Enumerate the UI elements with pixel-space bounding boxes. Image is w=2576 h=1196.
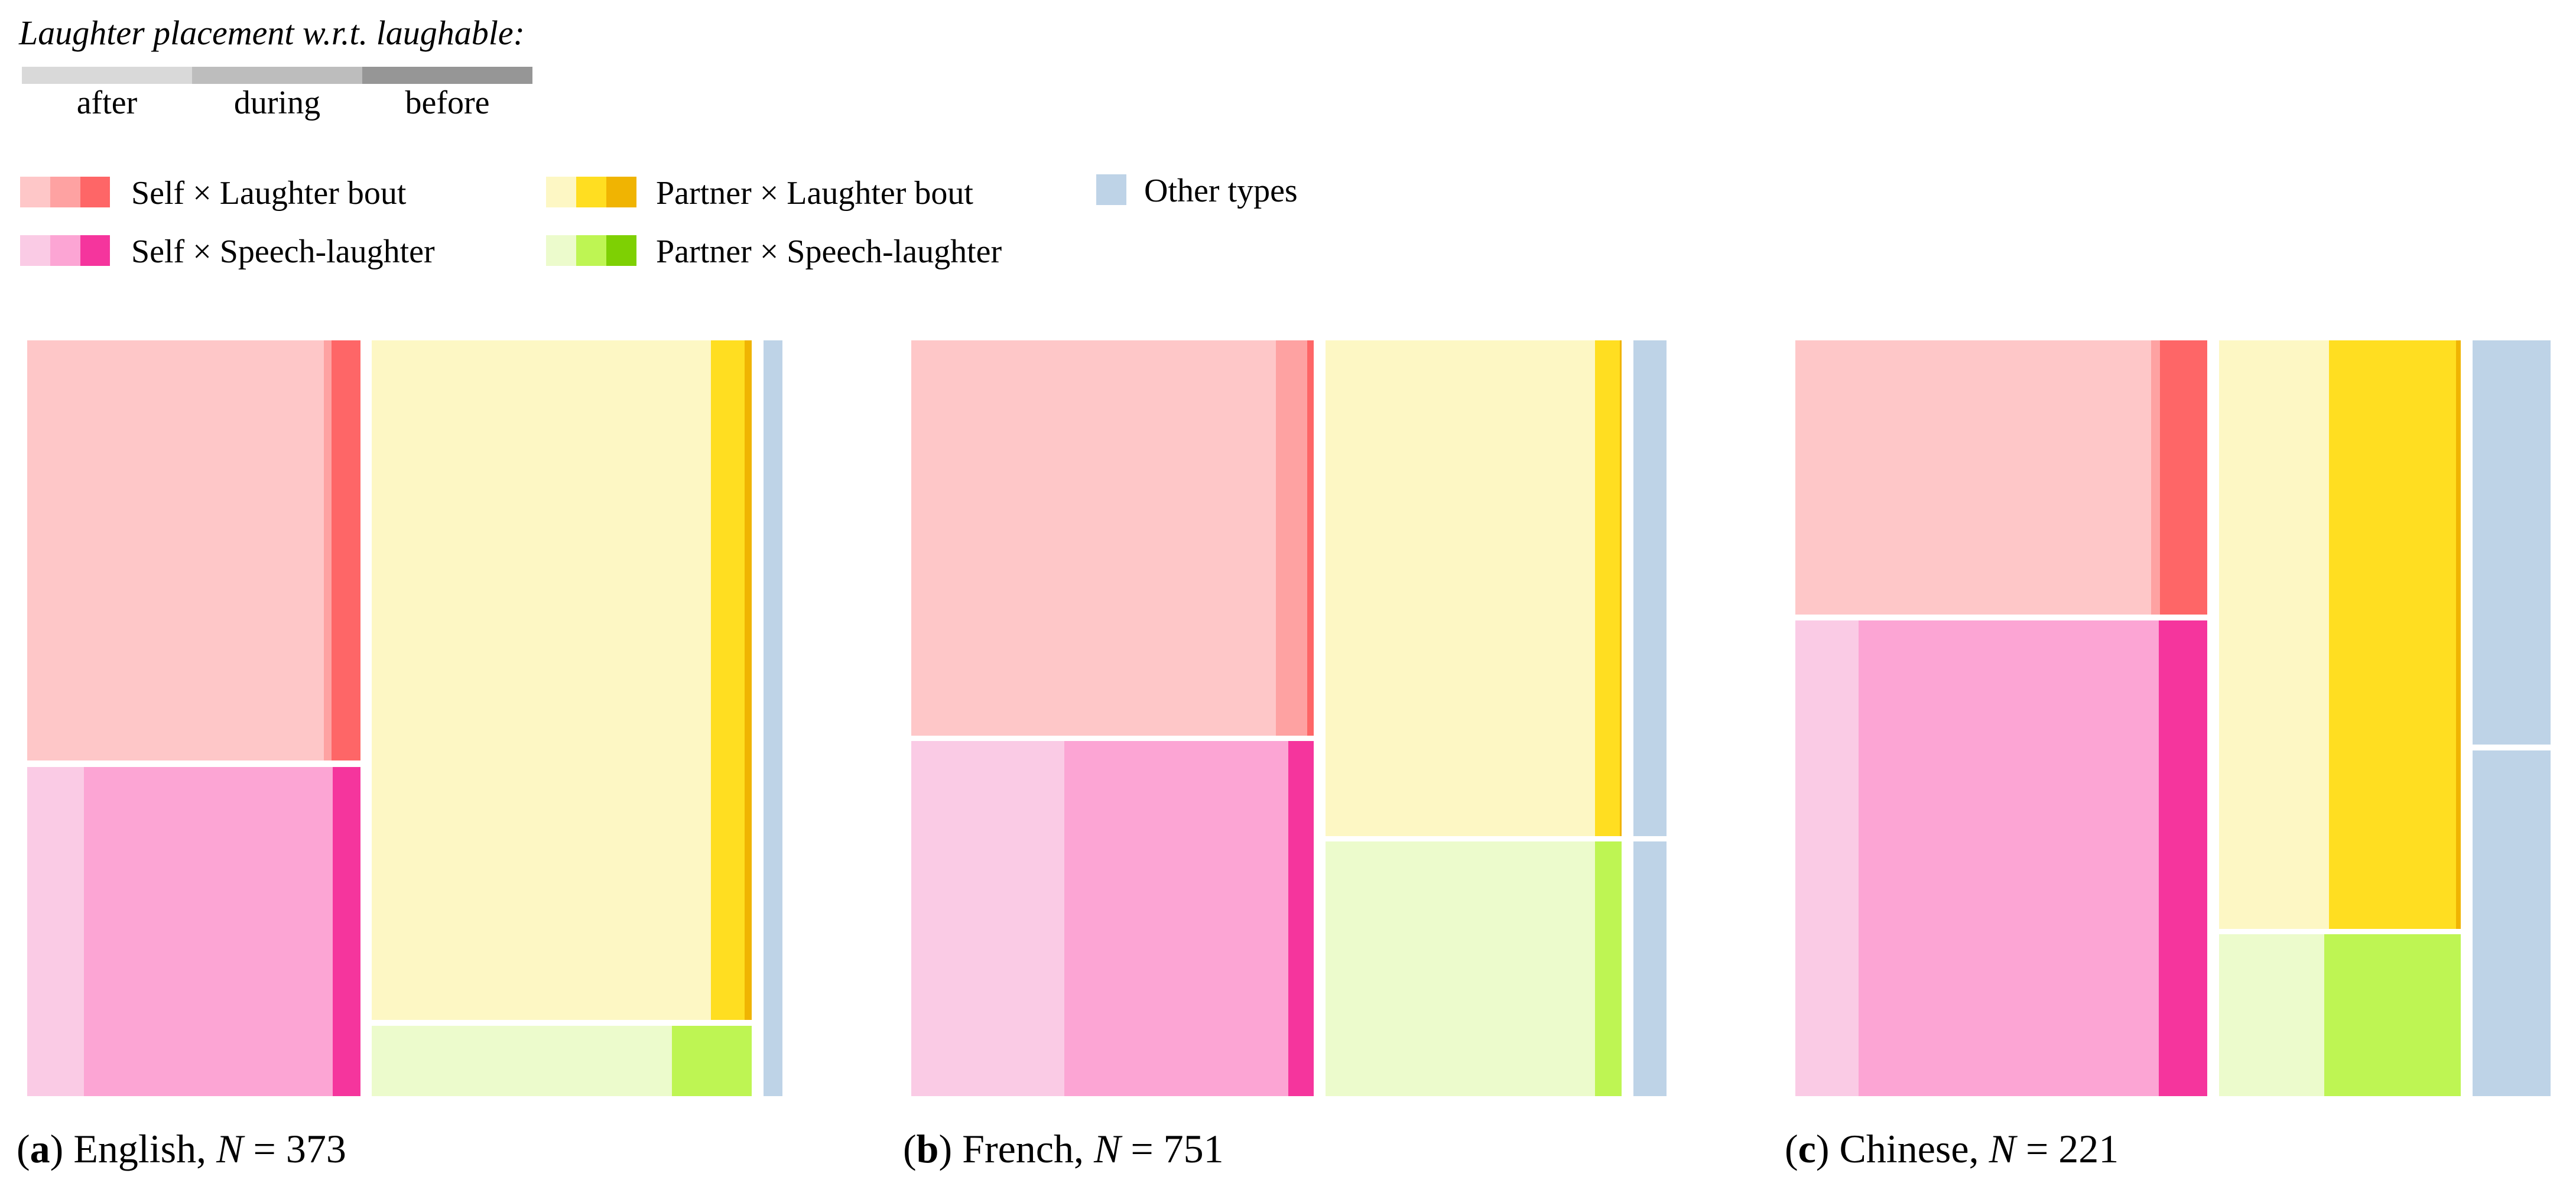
caption-n-symbol: N [1989,1126,2016,1171]
partner-laughter-before [2456,340,2461,929]
self-speech-during [1064,741,1288,1096]
placement-bar-before [362,67,532,84]
legend-swatch [1096,174,1126,205]
other-types [764,340,782,1096]
legend-label: Other types [1144,173,1298,209]
legend-swatch [80,177,110,207]
self-laughter-before [1307,340,1314,736]
legend-swatch [546,177,576,207]
self-laughter-during [2151,340,2160,615]
caption-language: English [73,1126,197,1171]
legend-swatch [50,235,80,266]
legend-swatch [80,235,110,266]
legend-swatch [20,235,50,266]
legend-swatch [50,177,80,207]
self-laughter-before [2160,340,2207,615]
caption-n-value: = 751 [1120,1126,1224,1171]
placement-label-before: before [405,84,490,121]
partner-laughter-during [1595,340,1620,836]
caption-language: French [962,1126,1074,1171]
placement-label-after: after [76,84,138,121]
legend-swatch [576,177,606,207]
legend-label: Partner × Laughter bout [656,175,973,212]
self-speech-after [27,767,84,1096]
caption-language: Chinese [1839,1126,1969,1171]
caption-n-value: = 373 [243,1126,346,1171]
self-speech-before [2159,620,2207,1096]
caption-letter: a [30,1126,50,1171]
self-speech-before [1288,741,1314,1096]
caption-english: (a) English, N = 373 [17,1126,346,1171]
self-laughter-after [911,340,1276,736]
caption-letter: c [1798,1126,1816,1171]
legend-label: Self × Speech-laughter [131,233,435,270]
legend-label: Partner × Speech-laughter [656,233,1002,270]
caption-n-value: = 221 [2015,1126,2119,1171]
self-laughter-during [324,340,332,760]
self-speech-after [1795,620,1859,1096]
placement-legend-title: Laughter placement w.r.t. laughable: [19,14,525,52]
self-laughter-after [1795,340,2151,615]
partner-speech-during [1595,841,1622,1096]
self-speech-during [84,767,333,1096]
legend-swatch [606,235,636,266]
partner-laughter-after [372,340,711,1020]
partner-speech-after [1326,841,1595,1096]
other-types-upper [1633,340,1667,836]
caption-letter: b [916,1126,939,1171]
partner-laughter-before [1620,340,1622,836]
caption-n-symbol: N [1093,1126,1121,1171]
partner-speech-after [2219,934,2324,1096]
self-speech-before [333,767,360,1096]
self-laughter-after [27,340,324,760]
partner-laughter-during [2329,340,2456,929]
caption-chinese: (c) Chinese, N = 221 [1785,1126,2119,1171]
partner-speech-during [2324,934,2461,1096]
legend-swatch [20,177,50,207]
other-types-lower [1633,841,1667,1096]
legend-swatch [606,177,636,207]
partner-speech-during [672,1026,752,1096]
self-laughter-during [1276,340,1307,736]
legend-label: Self × Laughter bout [131,175,407,212]
partner-laughter-after [1326,340,1595,836]
placement-bar-during [192,67,362,84]
self-laughter-before [332,340,360,760]
partner-laughter-during [711,340,745,1020]
placement-label-during: during [233,84,321,121]
self-speech-after [911,741,1064,1096]
legend-swatch [546,235,576,266]
other-types-lower [2473,750,2551,1096]
caption-french: (b) French, N = 751 [903,1126,1224,1171]
placement-bar-after [22,67,192,84]
partner-speech-after [372,1026,672,1096]
caption-n-symbol: N [216,1126,243,1171]
partner-laughter-before [745,340,752,1020]
legend-swatch [576,235,606,266]
partner-laughter-after [2219,340,2329,929]
self-speech-during [1859,620,2159,1096]
other-types-upper [2473,340,2551,745]
